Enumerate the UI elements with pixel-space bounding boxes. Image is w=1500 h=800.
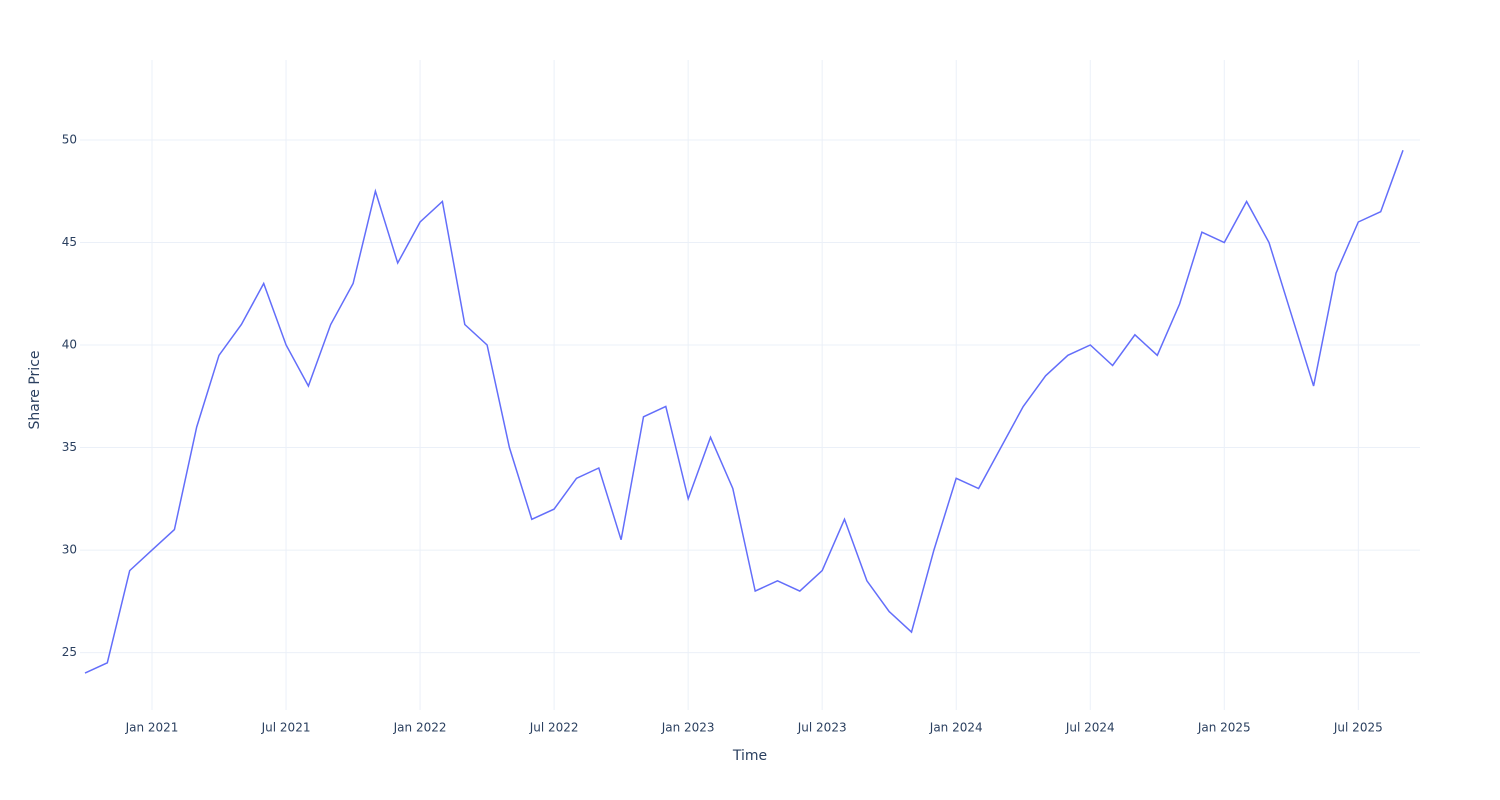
y-tick-label: 25 — [62, 645, 77, 659]
y-tick-label: 45 — [62, 235, 77, 249]
x-tick-label: Jan 2023 — [661, 721, 715, 735]
x-tick-label: Jul 2024 — [1065, 721, 1115, 735]
x-tick-label: Jan 2024 — [929, 721, 983, 735]
price-line — [84, 149, 1404, 674]
x-tick-label: Jul 2023 — [797, 721, 847, 735]
y-tick-label: 40 — [62, 338, 77, 352]
y-tick-label: 35 — [62, 440, 77, 454]
y-axis-title: Share Price — [27, 350, 43, 429]
x-tick-label: Jul 2025 — [1333, 721, 1383, 735]
y-tick-label: 30 — [62, 543, 77, 557]
x-tick-label: Jan 2025 — [1197, 721, 1251, 735]
x-axis-title: Time — [732, 748, 767, 764]
x-tick-label: Jan 2022 — [393, 721, 447, 735]
x-tick-label: Jul 2021 — [261, 721, 311, 735]
y-tick-label: 50 — [62, 132, 77, 146]
x-tick-label: Jul 2022 — [529, 721, 579, 735]
x-tick-label: Jan 2021 — [125, 721, 179, 735]
